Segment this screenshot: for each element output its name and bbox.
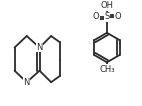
Text: S: S — [104, 12, 110, 21]
Text: O: O — [115, 12, 121, 21]
Text: CH₃: CH₃ — [99, 65, 115, 74]
Text: N: N — [36, 43, 43, 52]
Text: N: N — [24, 78, 30, 87]
Text: OH: OH — [100, 1, 113, 10]
Text: O: O — [93, 12, 99, 21]
